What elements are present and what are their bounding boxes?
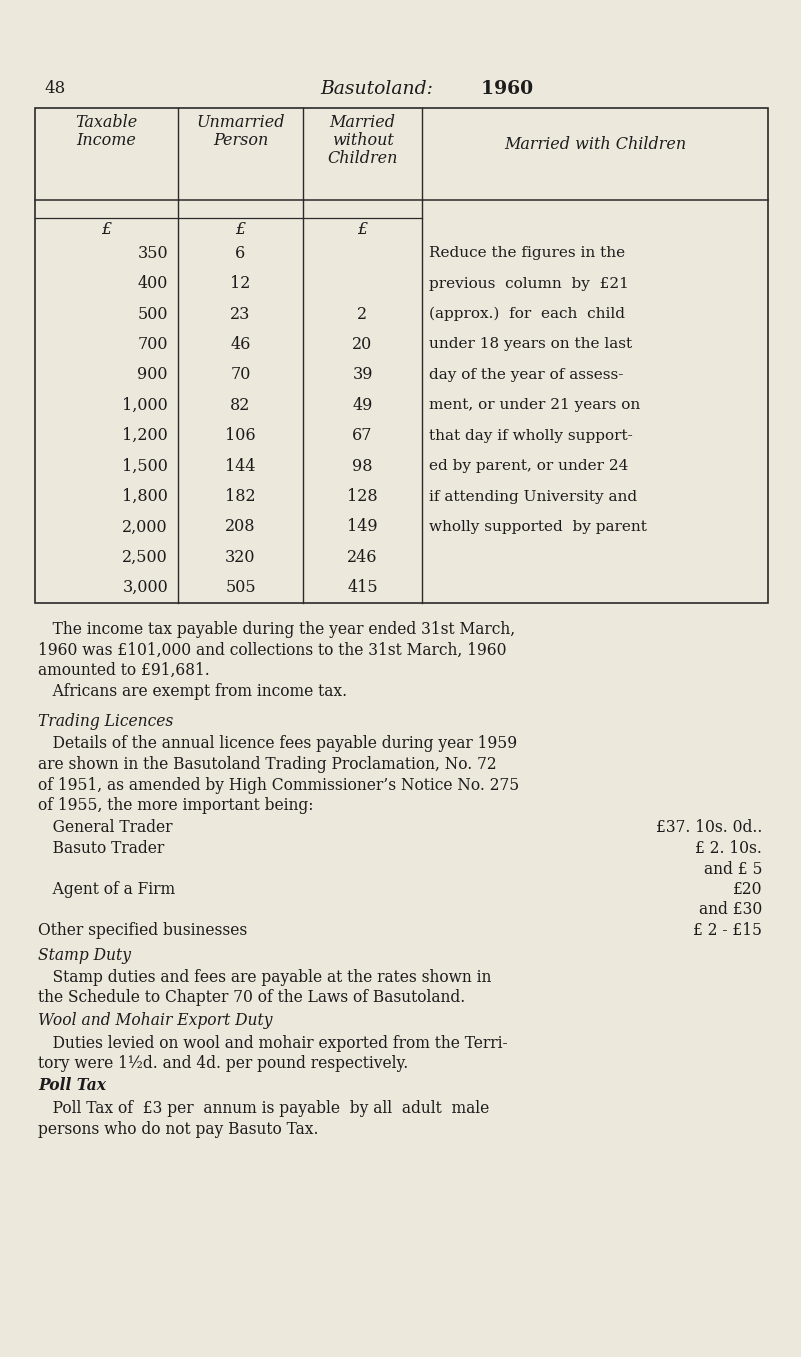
- Text: 39: 39: [352, 366, 372, 384]
- Text: 12: 12: [231, 275, 251, 292]
- Text: 2,500: 2,500: [123, 548, 168, 566]
- Text: 1,500: 1,500: [122, 457, 168, 475]
- Text: Taxable: Taxable: [75, 114, 138, 132]
- Text: 144: 144: [225, 457, 256, 475]
- Text: £: £: [102, 221, 111, 237]
- Text: previous  column  by  £21: previous column by £21: [429, 277, 629, 290]
- Text: Poll Tax: Poll Tax: [38, 1077, 106, 1095]
- Text: Trading Licences: Trading Licences: [38, 712, 173, 730]
- Text: 67: 67: [352, 427, 372, 444]
- Text: of 1955, the more important being:: of 1955, the more important being:: [38, 797, 313, 814]
- Text: day of the year of assess-: day of the year of assess-: [429, 368, 623, 381]
- Text: £ 2 - £15: £ 2 - £15: [693, 921, 762, 939]
- Text: 505: 505: [225, 579, 256, 596]
- Text: (approx.)  for  each  child: (approx.) for each child: [429, 307, 625, 322]
- Text: Reduce the figures in the: Reduce the figures in the: [429, 246, 625, 261]
- Text: 500: 500: [138, 305, 168, 323]
- Text: £20: £20: [732, 881, 762, 898]
- Text: Agent of a Firm: Agent of a Firm: [38, 881, 175, 898]
- Text: are shown in the Basutoland Trading Proclamation, No. 72: are shown in the Basutoland Trading Proc…: [38, 756, 497, 773]
- Text: Other specified businesses: Other specified businesses: [38, 921, 248, 939]
- Text: 2,000: 2,000: [123, 518, 168, 536]
- Text: Basuto Trader: Basuto Trader: [38, 840, 164, 858]
- Text: 2: 2: [357, 305, 368, 323]
- Text: 6: 6: [235, 244, 246, 262]
- Text: 46: 46: [231, 337, 251, 353]
- Text: Africans are exempt from income tax.: Africans are exempt from income tax.: [38, 683, 347, 699]
- Text: without: without: [332, 132, 393, 149]
- Text: 246: 246: [348, 548, 378, 566]
- Text: 1,000: 1,000: [123, 396, 168, 414]
- Text: 82: 82: [231, 396, 251, 414]
- Text: amounted to £91,681.: amounted to £91,681.: [38, 662, 210, 678]
- Text: Unmarried: Unmarried: [196, 114, 284, 132]
- Text: 48: 48: [44, 80, 65, 96]
- Text: that day if wholly support-: that day if wholly support-: [429, 429, 633, 442]
- Text: 400: 400: [138, 275, 168, 292]
- Text: 900: 900: [138, 366, 168, 384]
- Bar: [35, 109, 768, 603]
- Text: ment, or under 21 years on: ment, or under 21 years on: [429, 399, 640, 413]
- Text: Person: Person: [213, 132, 268, 149]
- Text: £: £: [357, 221, 368, 237]
- Text: 98: 98: [352, 457, 372, 475]
- Text: 1,800: 1,800: [122, 489, 168, 505]
- Text: the Schedule to Chapter 70 of the Laws of Basutoland.: the Schedule to Chapter 70 of the Laws o…: [38, 989, 465, 1007]
- Text: 23: 23: [231, 305, 251, 323]
- Text: under 18 years on the last: under 18 years on the last: [429, 338, 632, 351]
- Text: General Trader: General Trader: [38, 820, 172, 836]
- Text: Wool and Mohair Export Duty: Wool and Mohair Export Duty: [38, 1012, 272, 1029]
- Text: 106: 106: [225, 427, 256, 444]
- Text: Children: Children: [328, 151, 397, 167]
- Text: 415: 415: [347, 579, 378, 596]
- Text: 1,200: 1,200: [123, 427, 168, 444]
- Text: 350: 350: [138, 244, 168, 262]
- Text: wholly supported  by parent: wholly supported by parent: [429, 520, 647, 533]
- Text: 20: 20: [352, 337, 372, 353]
- Text: 49: 49: [352, 396, 372, 414]
- Text: 70: 70: [231, 366, 251, 384]
- Text: Married with Children: Married with Children: [504, 136, 686, 153]
- Text: 1960 was £101,000 and collections to the 31st March, 1960: 1960 was £101,000 and collections to the…: [38, 642, 506, 658]
- Text: 182: 182: [225, 489, 256, 505]
- Text: 128: 128: [347, 489, 378, 505]
- Text: £: £: [235, 221, 246, 237]
- Text: 149: 149: [347, 518, 378, 536]
- Text: 208: 208: [225, 518, 256, 536]
- Text: Duties levied on wool and mohair exported from the Terri-: Duties levied on wool and mohair exporte…: [38, 1034, 508, 1052]
- Text: Stamp Duty: Stamp Duty: [38, 946, 131, 963]
- Text: if attending University and: if attending University and: [429, 490, 637, 503]
- Text: tory were 1½d. and 4d. per pound respectively.: tory were 1½d. and 4d. per pound respect…: [38, 1054, 409, 1072]
- Text: and £30: and £30: [698, 901, 762, 919]
- Text: 700: 700: [138, 337, 168, 353]
- Text: The income tax payable during the year ended 31st March,: The income tax payable during the year e…: [38, 622, 515, 638]
- Text: £37. 10s. 0d..: £37. 10s. 0d..: [656, 820, 762, 836]
- Text: Married: Married: [329, 114, 396, 132]
- Text: 320: 320: [225, 548, 256, 566]
- Text: 1960: 1960: [468, 80, 533, 98]
- Text: Stamp duties and fees are payable at the rates shown in: Stamp duties and fees are payable at the…: [38, 969, 491, 987]
- Text: persons who do not pay Basuto Tax.: persons who do not pay Basuto Tax.: [38, 1121, 319, 1137]
- Text: ed by parent, or under 24: ed by parent, or under 24: [429, 459, 628, 474]
- Text: 3,000: 3,000: [123, 579, 168, 596]
- Text: and £ 5: and £ 5: [703, 860, 762, 878]
- Text: £ 2. 10s.: £ 2. 10s.: [695, 840, 762, 858]
- Text: Details of the annual licence fees payable during year 1959: Details of the annual licence fees payab…: [38, 735, 517, 753]
- Text: Basutoland:: Basutoland:: [320, 80, 433, 98]
- Text: Income: Income: [77, 132, 136, 149]
- Text: of 1951, as amended by High Commissioner’s Notice No. 275: of 1951, as amended by High Commissioner…: [38, 776, 519, 794]
- Text: Poll Tax of  £3 per  annum is payable  by all  adult  male: Poll Tax of £3 per annum is payable by a…: [38, 1101, 489, 1117]
